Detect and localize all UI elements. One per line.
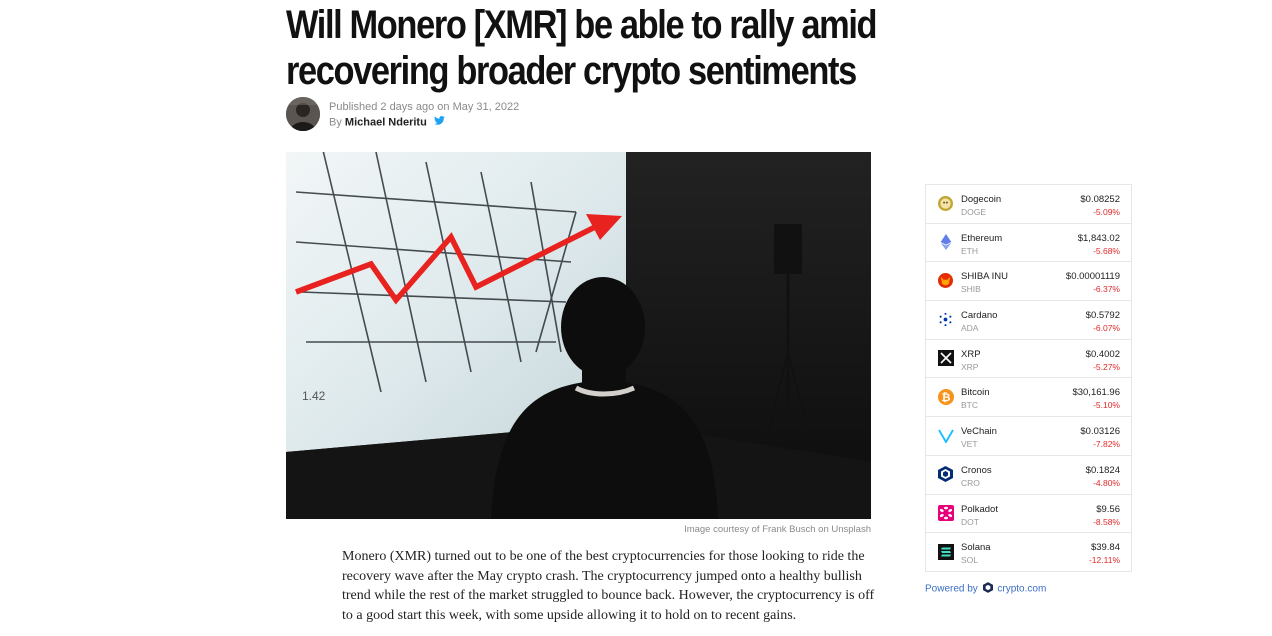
powered-by-link[interactable]: Powered by crypto.com <box>925 582 1046 596</box>
coin-price: $0.4002 <box>1085 348 1120 360</box>
coin-price: $9.56 <box>1096 503 1120 515</box>
coin-price: $39.84 <box>1090 542 1120 554</box>
coin-name: Ethereum <box>961 232 1003 244</box>
published-relative: 2 days ago <box>380 101 435 113</box>
coin-change: -4.80% <box>1093 477 1120 488</box>
coin-symbol: BTC <box>961 400 978 411</box>
coin-name: Cronos <box>961 464 992 476</box>
coin-symbol: ADA <box>961 323 979 334</box>
coin-row-vechain[interactable]: VeChain VET $0.03126 -7.82% <box>926 417 1131 456</box>
crypto-price-widget: Dogecoin DOGE $0.08252 -5.09% Ethereum E… <box>925 184 1132 572</box>
coin-symbol: ETH <box>961 245 978 256</box>
dogecoin-icon <box>937 195 954 212</box>
coin-price: $0.08252 <box>1080 194 1120 205</box>
ethereum-icon <box>937 234 954 251</box>
solana-icon <box>937 543 954 560</box>
coin-row-ethereum[interactable]: Ethereum ETH $1,843.02 -5.68% <box>926 224 1131 263</box>
coin-price: $1,843.02 <box>1077 232 1120 244</box>
image-caption: Image courtesy of Frank Busch on Unsplas… <box>684 524 871 535</box>
coin-change: -6.37% <box>1093 284 1120 295</box>
coin-symbol: XRP <box>961 361 979 372</box>
cardano-icon <box>937 311 954 328</box>
coin-row-polkadot[interactable]: Polkadot DOT $9.56 -8.58% <box>926 495 1131 534</box>
published-prefix: Published <box>329 101 378 113</box>
article-title-line-2: recovering broader crypto sentiments <box>286 49 857 93</box>
powered-by-brand: crypto.com <box>997 583 1047 595</box>
coin-change: -6.07% <box>1093 323 1120 334</box>
crypto-com-logo-icon <box>982 582 993 596</box>
coin-change: -5.27% <box>1093 361 1120 372</box>
svg-text:₿: ₿ <box>941 392 950 404</box>
avatar-photo <box>286 97 320 131</box>
coin-symbol: CRO <box>961 477 980 488</box>
article-title-line-1: Will Monero [XMR] be able to rally amid <box>286 3 878 47</box>
coin-name: Dogecoin <box>961 194 1002 205</box>
coin-row-dogecoin[interactable]: Dogecoin DOGE $0.08252 -5.09% <box>926 185 1131 224</box>
published-date: May 31, 2022 <box>452 101 520 113</box>
article-body: Monero (XMR) turned out to be one of the… <box>342 549 875 623</box>
svg-text:1.42: 1.42 <box>302 389 326 403</box>
coin-price: $0.03126 <box>1080 426 1120 438</box>
coin-change: -5.09% <box>1093 207 1120 217</box>
published-line: Published 2 days ago on May 31, 2022 <box>329 100 519 115</box>
by-label: By <box>329 116 342 129</box>
coin-price: $30,161.96 <box>1072 387 1120 399</box>
author-name[interactable]: Michael Nderitu <box>344 116 427 129</box>
powered-by-label: Powered by <box>925 583 978 595</box>
coin-name: Polkadot <box>961 503 998 515</box>
coin-row-cronos[interactable]: Cronos CRO $0.1824 -4.80% <box>926 456 1131 495</box>
cronos-icon <box>937 466 954 483</box>
published-on: on <box>437 101 450 113</box>
coin-change: -12.11% <box>1088 555 1120 566</box>
vechain-icon <box>937 427 954 444</box>
coin-name: Bitcoin <box>961 387 990 399</box>
coin-row-shiba-inu[interactable]: SHIBA INU SHIB $0.00001119 -6.37% <box>926 262 1131 302</box>
shiba-inu-icon <box>937 272 954 289</box>
article-title: Will Monero [XMR] be able to rally amid … <box>286 2 878 94</box>
coin-price: $0.1824 <box>1085 464 1120 476</box>
coin-price: $0.5792 <box>1085 310 1120 322</box>
twitter-icon[interactable] <box>433 115 445 130</box>
coin-row-xrp[interactable]: XRP XRP $0.4002 -5.27% <box>926 340 1131 379</box>
article-hero-image: 1.42 <box>286 152 871 519</box>
coin-change: -5.68% <box>1093 245 1120 256</box>
coin-symbol: VET <box>961 439 978 450</box>
coin-price: $0.00001119 <box>1065 271 1120 283</box>
hero-photo: 1.42 <box>286 152 871 519</box>
byline: By Michael Nderitu <box>329 115 519 130</box>
coin-name: Cardano <box>961 310 998 322</box>
coin-symbol: DOGE <box>961 207 987 217</box>
coin-change: -8.58% <box>1093 516 1120 527</box>
coin-name: Solana <box>961 542 991 554</box>
coin-row-solana[interactable]: Solana SOL $39.84 -12.11% <box>926 533 1131 572</box>
coin-name: VeChain <box>961 426 997 438</box>
coin-row-bitcoin[interactable]: ₿ Bitcoin BTC $30,161.96 -5.10% <box>926 378 1131 418</box>
polkadot-icon <box>937 505 954 522</box>
article-meta: Published 2 days ago on May 31, 2022 By … <box>329 100 519 130</box>
coin-symbol: DOT <box>961 516 979 527</box>
coin-row-cardano[interactable]: Cardano ADA $0.5792 -6.07% <box>926 301 1131 340</box>
coin-symbol: SOL <box>961 555 979 566</box>
author-avatar[interactable] <box>286 97 320 131</box>
coin-change: -5.10% <box>1093 400 1120 411</box>
xrp-icon <box>937 350 954 367</box>
coin-change: -7.82% <box>1093 439 1120 450</box>
coin-name: SHIBA INU <box>961 271 1008 283</box>
bitcoin-icon: ₿ <box>937 388 954 405</box>
coin-symbol: SHIB <box>961 284 981 295</box>
coin-name: XRP <box>961 348 981 360</box>
